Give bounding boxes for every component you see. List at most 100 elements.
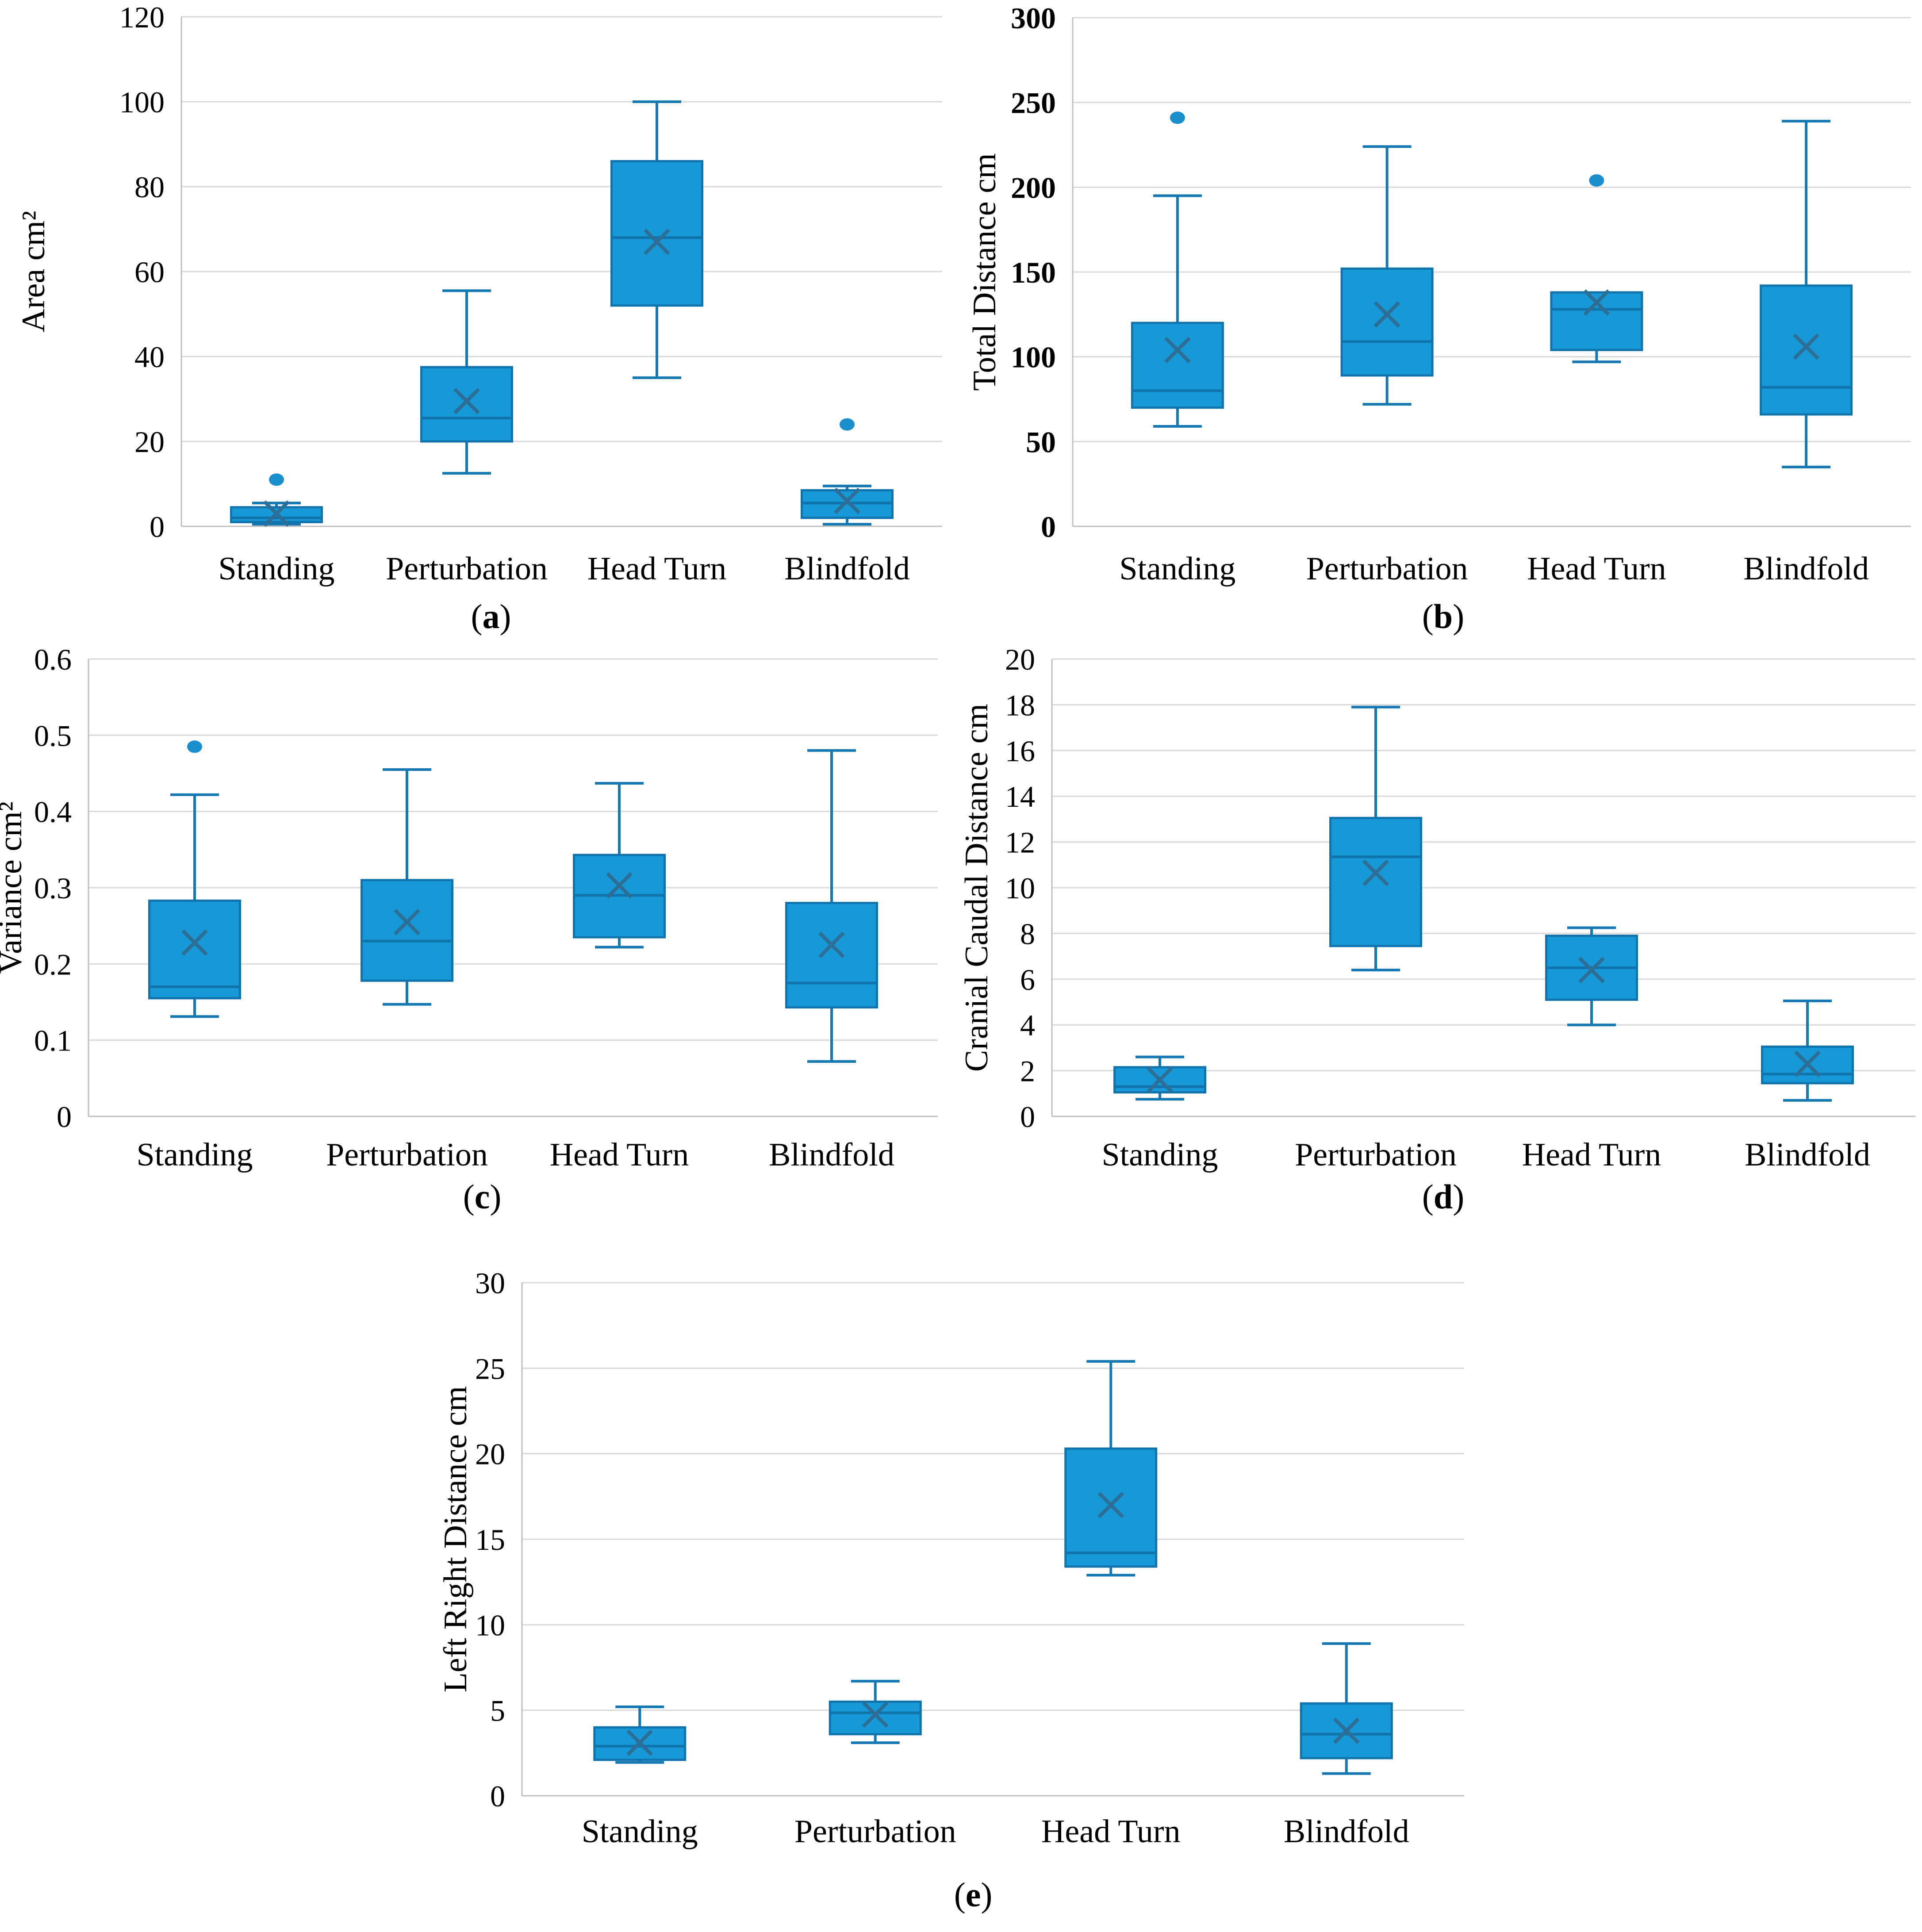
y-tick-label: 8 [1020,917,1035,951]
category-label: Head Turn [587,551,727,587]
box [361,879,453,982]
category-label: Blindfold [1284,1813,1409,1850]
y-tick-label: 100 [119,85,165,119]
y-tick-label: 0.5 [34,719,72,752]
y-tick-label: 10 [1005,871,1035,905]
y-tick-label: 20 [475,1438,505,1471]
y-tick-label: 14 [1005,780,1035,813]
y-tick-label: 0 [1041,510,1056,544]
mean-x-marker [1793,333,1819,360]
y-tick-label: 18 [1005,688,1035,722]
y-tick-label: 40 [134,340,165,374]
mean-x-marker [606,872,633,899]
mean-x-marker [1373,301,1400,328]
mean-x-marker [1164,337,1191,364]
category-label: Perturbation [326,1137,488,1173]
box-group [1113,1055,1206,1101]
box-group [1761,999,1854,1102]
mean-x-marker [394,908,420,935]
chart-caption: (e) [954,1875,993,1914]
mean-x-marker [1583,289,1610,316]
y-tick-label: 120 [119,0,165,34]
chart-e-canvas: 0 5 10 15 20 25 30 Standing Perturbation Head Tur… [438,1266,1464,1914]
mean-x-marker [834,487,860,514]
box [420,366,513,443]
chart-a-cell: 0 20 40 60 80 100 120 Standing Perturbation Head … [18,0,964,646]
y-tick-label: 0 [150,510,165,544]
chart-c-canvas: 0 0.1 0.2 0.3 0.4 0.5 0.6 Standing Perturbation H… [0,646,938,1216]
box-group [1300,1642,1393,1775]
category-label: Perturbation [794,1813,956,1850]
category-label: Standing [136,1137,253,1173]
y-tick-label: 50 [1026,425,1056,459]
chart-caption: (c) [463,1177,502,1216]
y-tick-label: 10 [475,1608,505,1642]
y-tick-label: 15 [475,1523,505,1556]
mean-x-marker [453,387,480,414]
box-group [1131,111,1224,428]
y-tick-label: 16 [1005,734,1035,768]
mean-x-marker [263,500,290,527]
mean-x-marker [181,929,208,956]
box-group [1340,145,1434,406]
mean-x-marker [1362,859,1389,886]
chart-a-canvas: 0 20 40 60 80 100 120 Standing Perturbation Head … [18,0,942,636]
box [148,899,241,1000]
y-axis-label: Cranial Caudal Distance cm [964,704,995,1072]
y-tick-label: 150 [1011,256,1056,289]
chart-d-cell: 0 2 4 6 8 10 12 14 16 18 20 Standing Perturbation Hea… [964,646,1922,1216]
mean-x-marker [644,228,670,255]
y-tick-label: 0.1 [34,1024,72,1058]
mean-x-marker [862,1701,889,1728]
box-group [420,289,513,475]
mean-x-marker [1333,1717,1360,1744]
y-tick-label: 200 [1011,171,1056,204]
box [785,901,878,1009]
y-tick-label: 30 [475,1266,505,1300]
y-tick-label: 6 [1020,963,1035,997]
box-group [801,418,894,526]
category-label: Head Turn [1522,1137,1661,1173]
category-label: Blindfold [1745,1137,1870,1173]
chart-b-cell: 0 50 100 150 200 250 300 Standing Perturbation He… [964,0,1922,646]
chart-b-canvas: 0 50 100 150 200 250 300 Standing Perturbation He… [967,1,1911,636]
y-tick-label: 25 [475,1352,505,1385]
category-label: Standing [1101,1137,1218,1173]
y-tick-label: 0.2 [34,947,72,981]
chart-c-cell: 0 0.1 0.2 0.3 0.4 0.5 0.6 Standing Perturbation H… [0,646,964,1216]
mean-x-marker [1578,957,1605,983]
box-group [829,1679,922,1744]
outlier-point [187,740,202,753]
y-axis-label: Total Distance cm [967,153,1003,391]
category-label: Standing [1119,551,1235,587]
outlier-point [269,473,284,486]
category-label: Perturbation [1295,1137,1457,1173]
mean-x-marker [1147,1066,1173,1093]
mean-x-marker [1097,1491,1124,1518]
box-group [230,473,323,527]
category-label: Blindfold [784,551,910,587]
y-tick-label: 20 [134,425,165,459]
mean-x-marker [1794,1050,1821,1077]
y-tick-label: 80 [134,170,165,204]
box-group [593,1705,687,1764]
box-group [1329,705,1422,972]
y-tick-label: 0.4 [34,795,72,829]
category-label: Standing [582,1813,698,1850]
box-group [1545,926,1638,1027]
chart-e-cell: 0 5 10 15 20 25 30 Standing Perturbation Head Tur… [438,1216,1508,1932]
y-tick-label: 12 [1005,826,1035,859]
y-axis-label: Area cm² [18,211,52,333]
y-tick-label: 100 [1011,341,1056,374]
y-tick-label: 250 [1011,86,1056,120]
mean-x-marker [818,932,845,958]
y-tick-label: 0 [57,1100,72,1134]
chart-caption: (d) [1422,1177,1464,1216]
box [1131,322,1224,409]
box [610,160,703,307]
chart-caption: (b) [1422,597,1464,636]
box [1064,1447,1158,1568]
y-tick-label: 4 [1020,1008,1035,1042]
outlier-point [1170,111,1185,124]
box-group [573,782,666,949]
